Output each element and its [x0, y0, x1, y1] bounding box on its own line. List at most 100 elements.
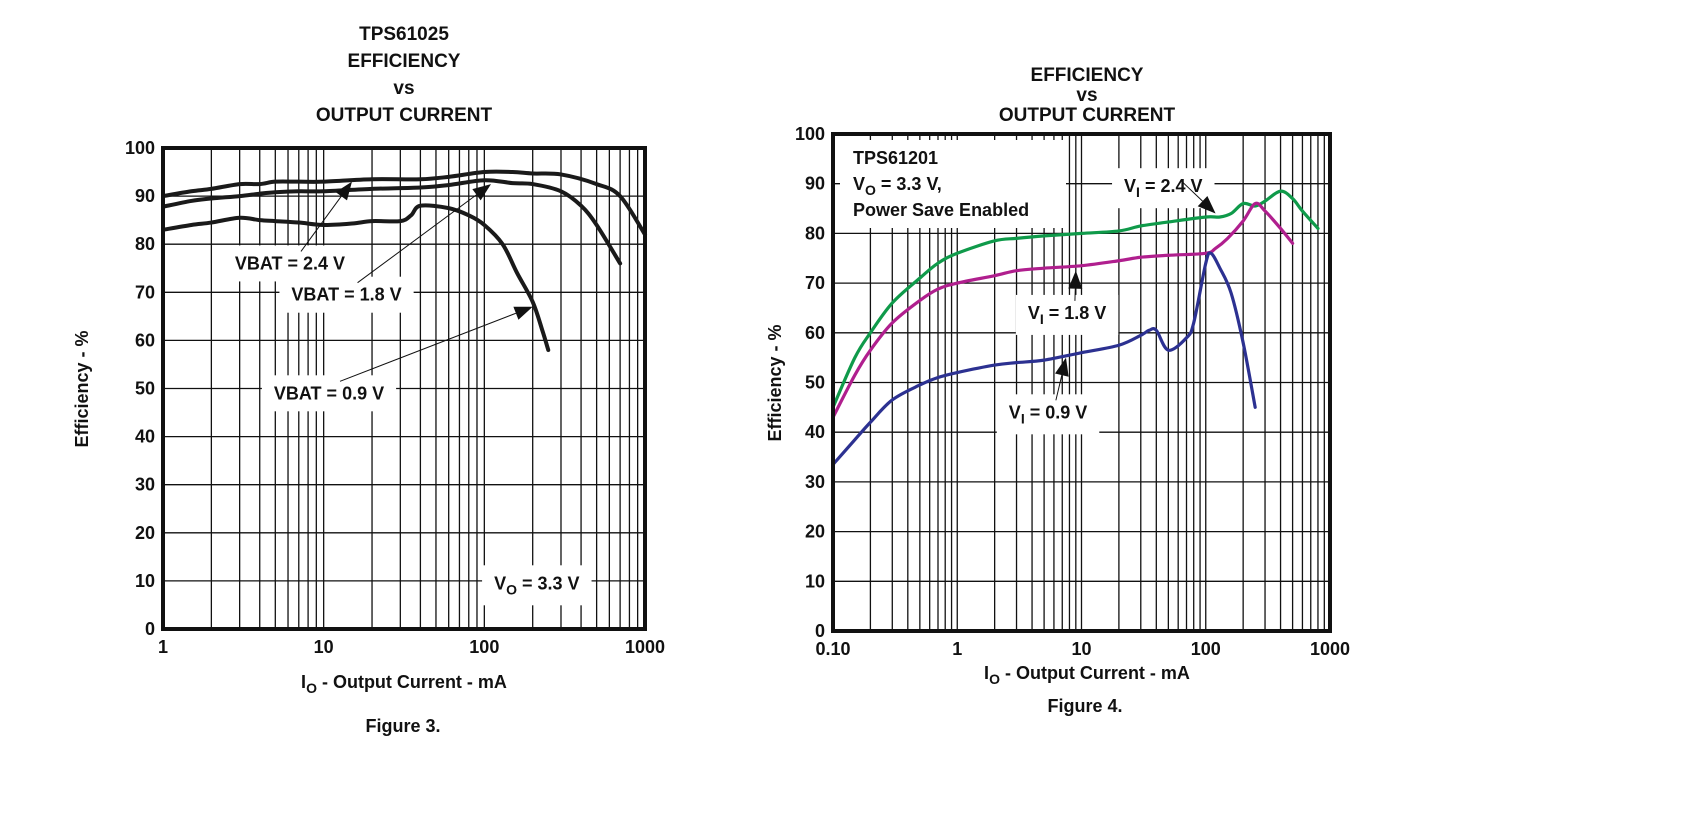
arrowhead-icon: [472, 184, 491, 201]
x-tick-label: 10: [314, 637, 334, 657]
y-tick-label: 50: [805, 373, 825, 393]
info-box: TPS61201 VO = 3.3 V, Power Save Enabled: [853, 148, 1029, 220]
y-tick-label: 0: [815, 621, 825, 641]
annotation-background: [1112, 168, 1215, 209]
series-group: [831, 189, 1320, 467]
annotation-leader-line: [1180, 179, 1203, 202]
y-tick-label: 60: [805, 323, 825, 343]
y-tick-label: 80: [805, 223, 825, 243]
y-tick-label: 30: [135, 475, 155, 495]
x-tick-label: 1: [158, 637, 168, 657]
y-tick-label: 90: [135, 186, 155, 206]
y-axis-label: Efficiency - %: [72, 330, 92, 447]
y-tick-label: 20: [135, 523, 155, 543]
annotation-label: VI = 2.4 V: [1124, 176, 1202, 200]
annotation: VO = 3.3 V: [482, 565, 592, 606]
annotation-label: VBAT = 0.9 V: [274, 383, 384, 403]
arrowhead-icon: [1197, 196, 1216, 214]
annotation: VI = 2.4 V: [1112, 168, 1216, 214]
plot-frame: [831, 132, 1332, 633]
annotation-label: VBAT = 1.8 V: [291, 285, 401, 305]
title-line-3: vs: [393, 78, 414, 99]
y-tick-label: 70: [135, 282, 155, 302]
chart-tps61201-efficiency: EFFICIENCY vs OUTPUT CURRENT VI = 2.4 VV…: [765, 65, 1350, 716]
y-tick-label: 70: [805, 273, 825, 293]
info-mode: Power Save Enabled: [853, 200, 1029, 220]
title-line-2: vs: [1076, 85, 1097, 106]
annotation-label: VI = 0.9 V: [1009, 402, 1087, 426]
y-tick-label: 40: [135, 427, 155, 447]
annotation: VBAT = 1.8 V: [279, 184, 491, 313]
annotation: VI = 0.9 V: [996, 357, 1100, 435]
title-line-1: TPS61025: [359, 24, 449, 45]
arrowhead-icon: [1055, 357, 1069, 377]
y-tick-label: 100: [795, 124, 825, 144]
annotation-background: [482, 565, 592, 606]
annotation-background: [261, 375, 397, 412]
annotation-leader-line: [300, 195, 342, 252]
y-axis-label: Efficiency - %: [765, 324, 785, 441]
annotation-leader-line: [357, 194, 477, 284]
y-tick-label: 100: [125, 138, 155, 158]
info-vout: VO = 3.3 V,: [853, 174, 942, 198]
arrowhead-icon: [335, 181, 352, 201]
series-line-vi-2-4-v: [831, 189, 1320, 409]
series-line-vbat-0-9-v: [161, 203, 551, 353]
x-axis-label: IO - Output Current - mA: [984, 663, 1190, 687]
chart-title: EFFICIENCY vs OUTPUT CURRENT: [999, 65, 1176, 126]
annotations: VI = 2.4 V VI = 1.8 V VI = 0.9 V: [996, 168, 1216, 435]
annotations: VBAT = 2.4 V VBAT = 1.8 V VBAT = 0.9 V VO =…: [222, 181, 592, 606]
info-box-background: [840, 140, 1066, 228]
y-tick-label: 10: [805, 571, 825, 591]
annotation-background: [279, 276, 414, 313]
info-device: TPS61201: [853, 148, 938, 168]
annotation: VI = 1.8 V: [1015, 270, 1119, 335]
x-tick-label: 100: [1191, 639, 1221, 659]
series-line-vbat-2-4-v: [161, 169, 647, 237]
series-line-vi-1-8-v: [831, 201, 1295, 419]
series-line-vi-0-9-v: [831, 251, 1257, 467]
arrowhead-icon: [513, 306, 533, 320]
chart-tps61025-efficiency: TPS61025 EFFICIENCY vs OUTPUT CURRENT VB…: [72, 24, 665, 736]
tick-labels: 0 10 20 30 40 50 60 70 80 90 100 0.10 1 10 100 1000: [795, 124, 1350, 659]
y-tick-label: 60: [135, 330, 155, 350]
annotation-background: [1015, 294, 1119, 335]
annotation-leader-line: [1055, 375, 1063, 401]
annotation-background: [996, 394, 1100, 435]
x-tick-label: 1000: [1310, 639, 1350, 659]
y-tick-label: 40: [805, 422, 825, 442]
y-tick-label: 20: [805, 522, 825, 542]
x-tick-label: 10: [1071, 639, 1091, 659]
y-tick-label: 50: [135, 379, 155, 399]
series-line-vbat-1-8-v: [161, 178, 623, 266]
x-tick-label: 0.10: [815, 639, 850, 659]
annotation-leader-line: [339, 312, 517, 382]
y-tick-label: 0: [145, 619, 155, 639]
x-axis-label: IO - Output Current - mA: [301, 672, 507, 696]
chart-title: TPS61025 EFFICIENCY vs OUTPUT CURRENT: [316, 24, 493, 126]
arrowhead-icon: [1068, 270, 1083, 289]
grid: [163, 148, 645, 629]
y-tick-label: 80: [135, 234, 155, 254]
annotation-background: [222, 245, 358, 282]
title-line-4: OUTPUT CURRENT: [316, 105, 493, 126]
x-tick-label: 1000: [625, 637, 665, 657]
annotation-label: VBAT = 2.4 V: [235, 253, 345, 273]
annotation: VBAT = 2.4 V: [222, 181, 358, 282]
title-line-2: EFFICIENCY: [348, 51, 461, 72]
figure-caption: Figure 4.: [1047, 696, 1122, 716]
plot-frame: [161, 146, 647, 631]
annotation: VBAT = 0.9 V: [261, 306, 533, 412]
title-line-1: EFFICIENCY: [1031, 65, 1144, 86]
annotation-label: VI = 1.8 V: [1028, 303, 1106, 327]
series-group: [161, 169, 647, 353]
annotation-label: VO = 3.3 V: [494, 573, 579, 597]
title-line-3: OUTPUT CURRENT: [999, 105, 1176, 126]
y-tick-label: 30: [805, 472, 825, 492]
figure-caption: Figure 3.: [365, 716, 440, 736]
y-tick-label: 90: [805, 174, 825, 194]
x-tick-label: 100: [469, 637, 499, 657]
y-tick-label: 10: [135, 571, 155, 591]
